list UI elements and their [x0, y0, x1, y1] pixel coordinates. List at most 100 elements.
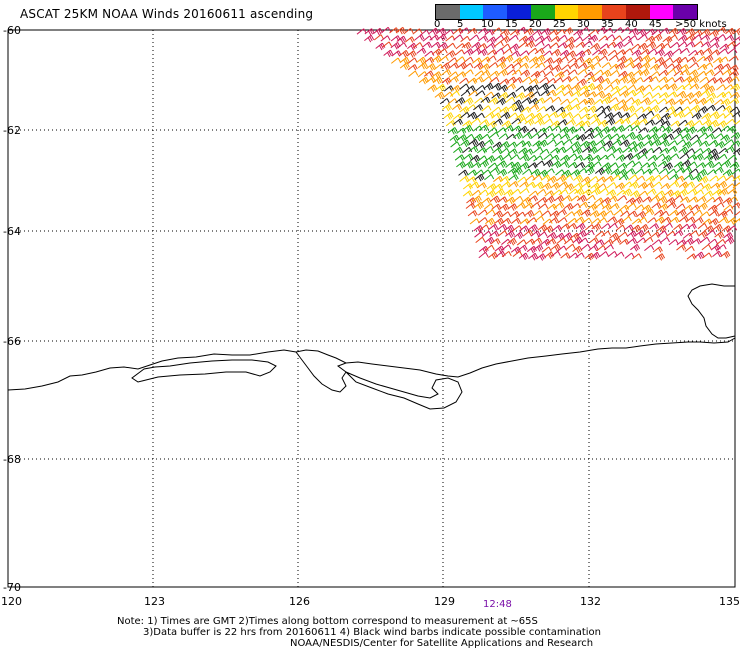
wind-barb [678, 146, 689, 155]
wind-barb [723, 208, 734, 216]
wind-barb [496, 61, 507, 70]
wind-barb [457, 62, 468, 70]
wind-barb [382, 41, 393, 48]
wind-barb [491, 203, 502, 211]
wind-barb [478, 251, 489, 259]
wind-barb [513, 231, 524, 240]
wind-barb [698, 176, 709, 184]
wind-barb [528, 195, 539, 202]
wind-barb [417, 71, 428, 78]
wind-barb [666, 168, 677, 175]
wind-barb [523, 27, 534, 36]
wind-barb [673, 229, 684, 237]
wind-barb [659, 174, 670, 181]
wind-barb [662, 222, 673, 229]
wind-barb [475, 90, 486, 97]
wind-barb [505, 83, 516, 90]
wind-barb [701, 112, 712, 121]
wind-barb [473, 225, 484, 233]
wind-barb [618, 85, 629, 92]
wind-barb [548, 217, 559, 224]
wind-barb [520, 69, 531, 78]
wind-barb [558, 181, 569, 188]
wind-barb [528, 252, 539, 261]
wind-barb [598, 35, 609, 42]
wind-barb [499, 176, 510, 183]
wind-barb [570, 83, 581, 92]
wind-barb [624, 71, 635, 80]
wind-barb [660, 120, 671, 127]
wind-barb [674, 76, 685, 83]
wind-barb [697, 223, 708, 230]
wind-barb [588, 113, 599, 120]
wind-barb [530, 91, 541, 98]
wind-barb [501, 217, 512, 225]
wind-barb [652, 33, 663, 42]
wind-barb [503, 189, 514, 197]
wind-barb [462, 190, 473, 197]
wind-barb [481, 197, 492, 204]
wind-barb [528, 56, 539, 65]
wind-barb [619, 204, 630, 211]
wind-barb [655, 153, 666, 160]
wind-barb [441, 77, 452, 85]
wind-barb [615, 125, 626, 133]
wind-barb [500, 35, 511, 44]
wind-barb [493, 41, 504, 48]
wind-barb [696, 70, 707, 78]
wind-barb [575, 222, 586, 231]
legend-label-25: 25 [553, 19, 566, 30]
wind-barb [465, 85, 476, 92]
wind-barb [527, 217, 538, 224]
wind-barb [626, 84, 637, 91]
wind-barb [701, 183, 712, 191]
wind-barb [528, 97, 540, 106]
wind-barb [499, 148, 510, 155]
wind-barb [626, 202, 637, 209]
wind-barb [550, 250, 561, 257]
wind-barb [666, 68, 677, 75]
lat-label-60: -60 [3, 24, 21, 37]
wind-barb [483, 82, 494, 91]
wind-barb [443, 29, 454, 36]
wind-barb [609, 232, 620, 241]
wind-barb [489, 166, 500, 174]
wind-barb [715, 239, 726, 246]
wind-barb [364, 34, 375, 43]
wind-barb [524, 35, 535, 43]
wind-barb [679, 196, 690, 203]
wind-barb [729, 92, 740, 99]
wind-barb [559, 126, 570, 135]
wind-barb [500, 211, 511, 218]
wind-barb [533, 155, 544, 162]
wind-barb [722, 76, 733, 84]
wind-barb [729, 106, 740, 113]
wind-barb [718, 48, 729, 55]
wind-barb [712, 57, 723, 64]
wind-barb [665, 77, 676, 84]
wind-barb [713, 70, 724, 77]
wind-barb [487, 127, 498, 134]
wind-barb [454, 49, 465, 56]
wind-barb [704, 69, 715, 76]
wind-barb [536, 253, 547, 261]
wind-barb [709, 153, 720, 161]
wind-barb [435, 83, 446, 92]
wind-barb [700, 89, 711, 97]
wind-barb [687, 161, 698, 168]
wind-barb [492, 147, 503, 154]
wind-barb [573, 174, 584, 183]
wind-barb [475, 140, 486, 149]
wind-barb [530, 202, 541, 209]
wind-barb [579, 140, 590, 149]
wind-barb [479, 224, 490, 231]
wind-barb [703, 125, 714, 132]
wind-barb [541, 182, 552, 191]
wind-barb [656, 225, 667, 233]
wind-barb [489, 76, 500, 84]
wind-barb [395, 26, 406, 35]
wind-barb [534, 118, 545, 126]
wind-barb [566, 50, 577, 59]
wind-barb [595, 230, 606, 238]
wind-barb [718, 56, 729, 63]
